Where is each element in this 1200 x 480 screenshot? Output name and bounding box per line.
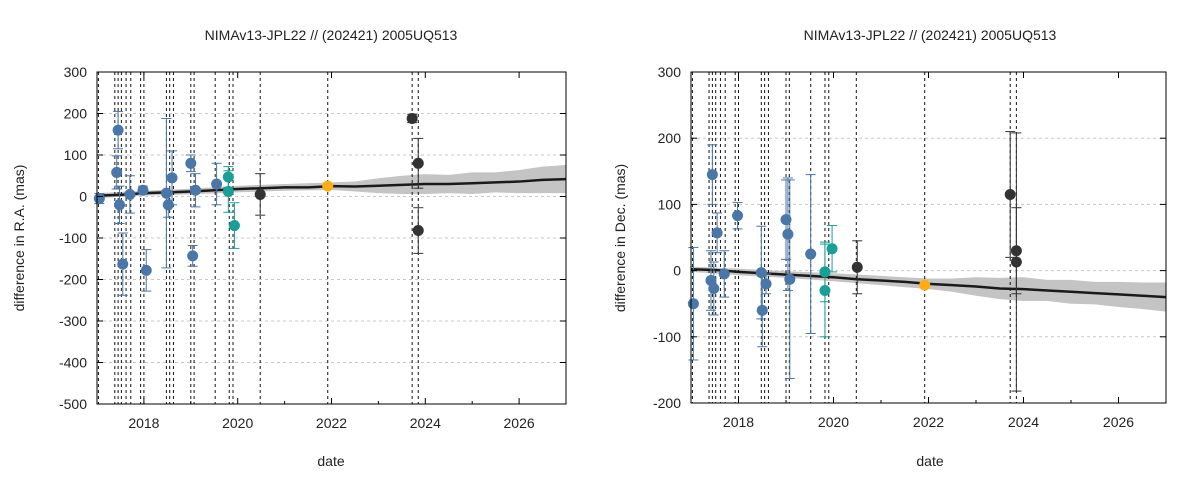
ra-data-point xyxy=(112,124,124,136)
dec-chart-xlabel: date xyxy=(916,453,943,469)
dec-ytick-label: 100 xyxy=(658,196,682,212)
dec-ytick-label: 0 xyxy=(673,263,681,279)
dec-data-point xyxy=(711,227,723,239)
ra-ytick-label: -500 xyxy=(59,396,87,412)
dec-ytick-label: -100 xyxy=(653,329,681,345)
ra-data-point xyxy=(406,112,418,124)
dec-data-point xyxy=(760,278,772,290)
dec-data-point xyxy=(1004,188,1016,200)
ra-data-point xyxy=(137,184,149,196)
ra-ytick-label: -400 xyxy=(59,355,87,371)
ra-data-point xyxy=(322,180,334,192)
ra-data-point xyxy=(412,157,424,169)
ra-ytick-label: -300 xyxy=(59,313,87,329)
ra-data-point xyxy=(211,178,223,190)
ra-data-point xyxy=(93,193,105,205)
dec-data-point xyxy=(826,243,838,255)
dec-data-point xyxy=(756,304,768,316)
dec-data-point xyxy=(919,279,931,291)
ra-xtick-label: 2024 xyxy=(410,415,441,431)
ra-xtick-label: 2022 xyxy=(316,415,347,431)
ra-ytick-label: 200 xyxy=(64,106,88,122)
ra-data-point xyxy=(111,166,123,178)
dec-data-point xyxy=(819,284,831,296)
dec-ytick-label: 200 xyxy=(658,130,682,146)
ra-ytick-label: -100 xyxy=(59,230,87,246)
dec-data-point xyxy=(782,228,794,240)
dec-xtick-label: 2018 xyxy=(723,414,754,430)
ra-ytick-label: 300 xyxy=(64,64,88,80)
ra-data-point xyxy=(412,225,424,237)
dec-chart: NIMAv13-JPL22 // (202421) 2005UQ513 date… xyxy=(612,27,1167,469)
dec-xtick-label: 2024 xyxy=(1008,414,1039,430)
ra-chart-ylabel: difference in R.A. (mas) xyxy=(11,165,27,312)
dec-data-point xyxy=(1010,256,1022,268)
dec-data-point xyxy=(718,268,730,280)
ra-data-point xyxy=(222,186,234,198)
dec-data-point xyxy=(706,169,718,181)
ra-xtick-label: 2026 xyxy=(504,415,535,431)
dec-data-point xyxy=(780,214,792,226)
ra-data-point xyxy=(185,157,197,169)
ra-data-point xyxy=(166,172,178,184)
dec-data-point xyxy=(784,273,796,285)
ra-data-point xyxy=(228,220,240,232)
ra-data-point xyxy=(187,250,199,262)
ra-chart-xlabel: date xyxy=(317,453,344,469)
ra-xtick-label: 2020 xyxy=(222,415,253,431)
ra-data-point xyxy=(124,188,136,200)
dec-data-point xyxy=(732,210,744,222)
ra-data-point xyxy=(254,188,266,200)
dec-ytick-label: 300 xyxy=(658,64,682,80)
dec-plot-frame xyxy=(690,71,1167,404)
dec-xtick-label: 2022 xyxy=(913,414,944,430)
ra-chart: NIMAv13-JPL22 // (202421) 2005UQ513 date… xyxy=(11,27,567,469)
dec-data-point xyxy=(755,267,767,279)
dec-data-point xyxy=(805,248,817,260)
ra-ytick-label: -200 xyxy=(59,272,87,288)
dec-data-point xyxy=(687,298,699,310)
ra-ytick-label: 0 xyxy=(79,189,87,205)
ra-data-point xyxy=(189,184,201,196)
dec-data-point xyxy=(708,282,720,294)
dec-chart-ylabel: difference in Dec. (mas) xyxy=(612,164,628,312)
ra-data-point xyxy=(117,258,129,270)
dec-data-point xyxy=(851,261,863,273)
dec-ytick-label: -200 xyxy=(653,395,681,411)
dec-xtick-label: 2026 xyxy=(1103,414,1134,430)
ra-data-point xyxy=(140,264,152,276)
ra-chart-title: NIMAv13-JPL22 // (202421) 2005UQ513 xyxy=(205,27,458,43)
dec-xtick-label: 2020 xyxy=(818,414,849,430)
dec-chart-title: NIMAv13-JPL22 // (202421) 2005UQ513 xyxy=(804,27,1057,43)
ra-data-point xyxy=(114,199,126,211)
ra-ytick-label: 100 xyxy=(64,147,88,163)
ra-xtick-label: 2018 xyxy=(128,415,159,431)
ra-data-point xyxy=(160,187,172,199)
